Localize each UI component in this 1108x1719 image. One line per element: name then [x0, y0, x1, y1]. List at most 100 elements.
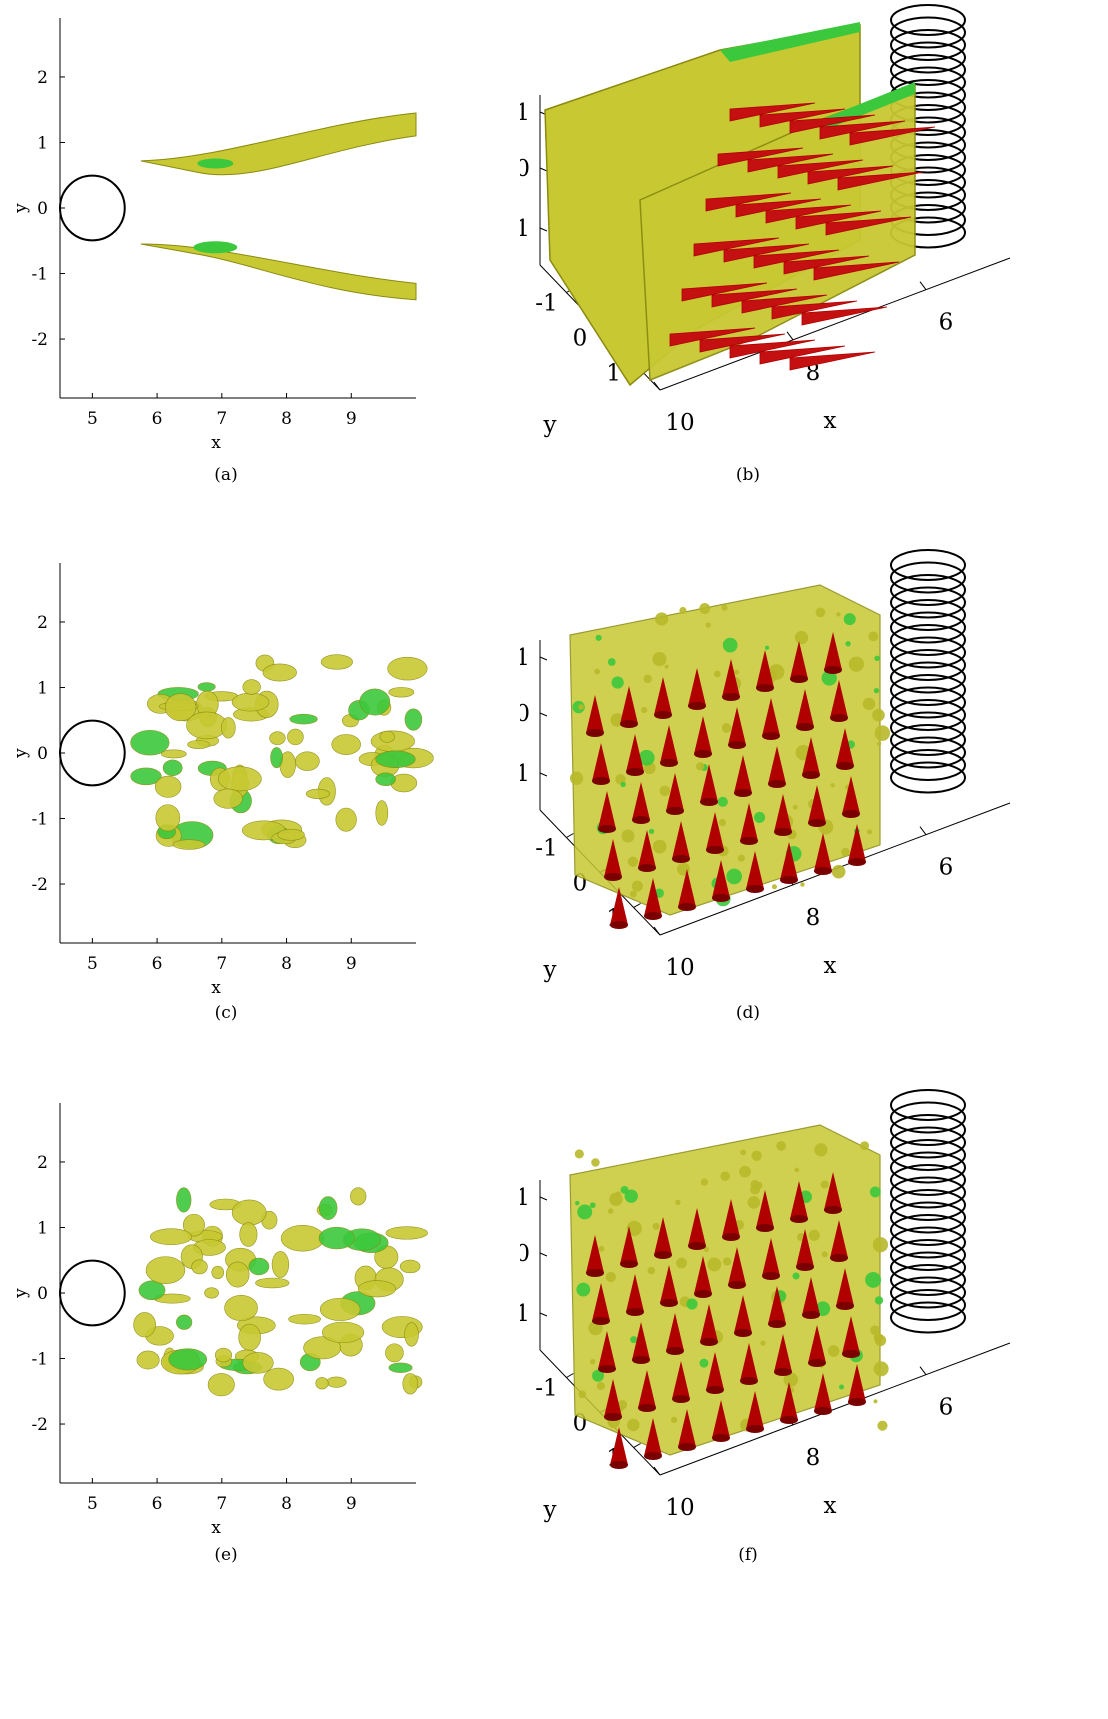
x-tick-label: 5: [87, 409, 98, 429]
cylinder-ring: [890, 636, 966, 669]
turbulent-structure: [578, 704, 584, 710]
velocity-arrow-base: [604, 1413, 622, 1421]
z-tick-mark: [539, 1312, 548, 1317]
turbulent-structure: [699, 1358, 709, 1368]
turbulent-structure: [841, 847, 850, 857]
velocity-arrow: [688, 1208, 706, 1246]
cylinder-ring: [890, 1276, 966, 1309]
velocity-arrow-base: [790, 675, 808, 683]
turbulent-structure: [375, 800, 389, 826]
velocity-arrow: [586, 695, 604, 733]
turbulent-structure: [607, 1208, 614, 1214]
turbulent-structure: [385, 1343, 404, 1363]
turbulent-structure: [873, 1333, 884, 1343]
velocity-arrow-base: [660, 1299, 678, 1307]
y-axis-label: y: [543, 1497, 557, 1523]
turbulent-structure: [679, 606, 687, 615]
y-tick-label: -1: [31, 265, 48, 285]
y-tick-label: 0: [573, 326, 588, 352]
velocity-arrow: [699, 333, 786, 353]
velocity-arrow: [774, 1334, 792, 1372]
x-tick-mark: [653, 381, 661, 391]
velocity-arrow: [808, 1325, 826, 1363]
z-tick-mark: [539, 656, 548, 661]
turbulent-structure: [652, 839, 667, 854]
cylinder-ring: [890, 1264, 966, 1296]
turbulent-structure: [638, 749, 655, 766]
turbulent-structure: [814, 1143, 828, 1157]
x-axis-label: x: [211, 1518, 221, 1538]
velocity-arrow-base: [632, 816, 650, 824]
velocity-arrow-base: [666, 1347, 684, 1355]
caption-a: (a): [214, 465, 238, 485]
velocity-arrow: [768, 1286, 786, 1324]
velocity-arrow: [819, 120, 906, 140]
turbulent-structure: [576, 1282, 591, 1297]
y-axis-label: y: [543, 412, 557, 438]
turbulent-structure: [734, 669, 740, 675]
turbulent-structure: [615, 1191, 621, 1197]
turbulent-structure: [303, 1336, 342, 1360]
x-tick-label: 7: [216, 409, 227, 429]
cylinder-ring: [890, 1164, 966, 1196]
y-tick-mark: [633, 903, 641, 908]
velocity-arrow-base: [626, 1308, 644, 1316]
turbulent-structure: [652, 1222, 660, 1230]
velocity-arrow-base: [694, 750, 712, 758]
velocity-arrow: [808, 785, 826, 823]
turbulent-structure: [815, 607, 826, 618]
turbulent-structure: [717, 796, 728, 807]
cylinder-ring: [890, 599, 966, 631]
turbulent-structure: [225, 1261, 250, 1288]
turbulent-structure: [319, 1297, 361, 1321]
velocity-arrow-base: [644, 1452, 662, 1460]
turbulent-structure: [760, 1340, 766, 1346]
velocity-arrow-base: [796, 723, 814, 731]
turbulent-structure: [375, 750, 416, 768]
z-tick-label: 1: [520, 1185, 530, 1211]
turbulent-structure: [172, 839, 206, 850]
velocity-arrow-base: [632, 1356, 650, 1364]
velocity-arrow: [740, 1343, 758, 1381]
velocity-arrow-base: [734, 1329, 752, 1337]
x-tick-label: 10: [665, 410, 694, 436]
velocity-arrow: [644, 878, 662, 916]
wake-isosurface: [569, 1124, 889, 1469]
cylinder-ring: [890, 29, 966, 61]
velocity-arrow: [848, 1364, 866, 1402]
velocity-arrow: [694, 1256, 712, 1294]
turbulent-structure: [764, 645, 770, 650]
velocity-arrow-base: [672, 855, 690, 863]
cylinder-ring: [890, 1126, 966, 1159]
x-tick-label: 5: [87, 954, 98, 974]
x-tick-label: 6: [939, 1395, 954, 1421]
velocity-arrow: [610, 887, 628, 925]
turbulent-structure: [643, 674, 652, 684]
velocity-arrow-base: [728, 1281, 746, 1289]
x-tick-label: 8: [806, 360, 821, 386]
velocity-arrow-base: [790, 1215, 808, 1223]
turbulent-structure: [821, 670, 837, 686]
cylinder-ring: [890, 574, 966, 606]
velocity-arrow-base: [626, 768, 644, 776]
velocity-arrow: [836, 1268, 854, 1306]
velocity-arrow: [762, 1238, 780, 1276]
z-tick-label: -1: [520, 1301, 530, 1327]
z-tick-label: -1: [520, 761, 530, 787]
turbulent-structure: [598, 1245, 605, 1252]
velocity-arrow: [638, 830, 656, 868]
turbulent-structure: [722, 637, 738, 653]
turbulent-structure: [224, 1294, 258, 1322]
turbulent-structure: [831, 864, 846, 879]
cylinder-ring: [890, 761, 966, 794]
turbulent-structure: [590, 1358, 596, 1365]
turbulent-structure: [737, 854, 745, 862]
turbulent-structure: [130, 729, 170, 756]
velocity-arrow: [780, 842, 798, 880]
velocity-arrow-base: [842, 810, 860, 818]
turbulent-structure: [318, 1226, 355, 1250]
cylinder-cross-section: [59, 174, 126, 242]
turbulent-structure: [862, 697, 876, 711]
velocity-arrow: [672, 1361, 690, 1399]
velocity-arrow: [672, 821, 690, 859]
